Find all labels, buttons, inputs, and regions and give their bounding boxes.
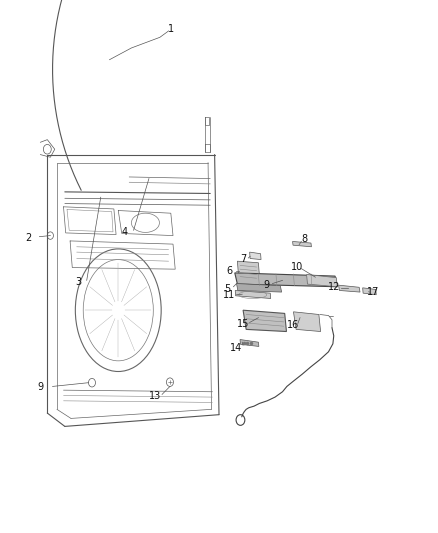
Polygon shape [293,241,311,247]
Text: 8: 8 [301,235,307,244]
Text: 9: 9 [263,280,269,289]
Text: 10: 10 [291,262,303,272]
Polygon shape [235,290,271,298]
Text: 11: 11 [223,290,236,300]
Text: 5: 5 [225,284,231,294]
Polygon shape [235,273,337,287]
Text: 7: 7 [240,254,246,263]
Text: 17: 17 [367,287,380,296]
Text: 14: 14 [230,343,243,353]
Text: 16: 16 [287,320,300,330]
Text: 12: 12 [328,282,340,292]
Text: 15: 15 [237,319,249,328]
Text: 4: 4 [122,227,128,237]
Text: 9: 9 [38,383,44,392]
Polygon shape [293,312,321,332]
Text: 6: 6 [226,266,233,276]
Polygon shape [339,285,360,292]
Text: 1: 1 [168,24,174,34]
Polygon shape [307,274,337,287]
Polygon shape [240,340,259,346]
Polygon shape [363,288,376,295]
Polygon shape [250,252,261,260]
Polygon shape [237,261,260,280]
Text: 3: 3 [75,278,81,287]
Text: 13: 13 [148,391,161,401]
Polygon shape [243,310,286,332]
Polygon shape [237,284,282,292]
Text: 2: 2 [25,233,32,243]
